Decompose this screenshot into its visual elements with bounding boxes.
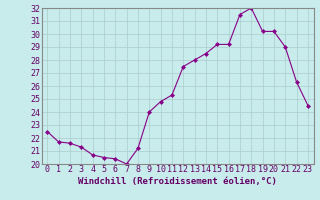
X-axis label: Windchill (Refroidissement éolien,°C): Windchill (Refroidissement éolien,°C) [78,177,277,186]
